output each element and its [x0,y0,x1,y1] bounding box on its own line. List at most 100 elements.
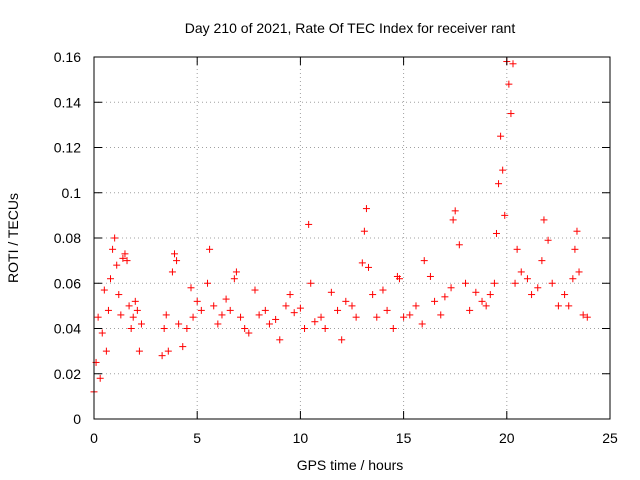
data-point [170,250,178,258]
data-point [418,320,426,328]
data-point [189,313,197,321]
y-tick-label: 0.08 [54,230,81,246]
y-tick-label: 0.04 [54,321,81,337]
data-point [109,245,117,253]
data-point [379,286,387,294]
data-point [230,275,238,283]
data-point [137,320,145,328]
data-point [241,325,249,332]
data-point [511,279,519,287]
data-point [505,80,513,88]
data-point [261,306,269,314]
x-tick-label: 15 [396,430,412,446]
data-point [569,275,577,283]
data-point [338,336,346,344]
data-point [523,275,531,283]
data-point [282,302,290,310]
data-point [222,295,230,303]
data-point [472,288,480,296]
x-tick-label: 10 [293,430,309,446]
data-point [125,302,133,310]
data-point [486,291,494,299]
data-point [121,250,129,258]
data-point [102,347,110,355]
data-point [218,311,226,319]
data-point [204,279,212,287]
data-point [579,311,587,319]
data-point [420,257,428,265]
data-point [334,306,342,314]
data-point [175,320,183,328]
data-point [449,216,457,224]
data-point [265,320,273,328]
data-point [317,313,325,321]
data-point [133,306,141,314]
data-point [290,309,298,317]
y-tick-label: 0 [73,411,81,427]
y-tick-label: 0.12 [54,140,81,156]
data-point [237,313,245,321]
data-point [104,306,112,314]
data-point [534,284,542,292]
data-point [197,306,205,314]
y-tick-label: 0.14 [54,94,81,110]
data-point [255,311,263,319]
data-point [501,211,509,219]
data-point [206,245,214,253]
data-point [307,279,315,287]
data-point [455,241,463,249]
data-point [226,306,234,314]
x-axis-label: GPS time / hours [297,457,404,473]
data-point [437,311,445,319]
y-tick-labels: 0 0.02 0.04 0.06 0.08 0.1 0.12 0.14 0.16 [54,49,81,427]
data-point [251,286,259,294]
x-tick-label: 0 [90,430,98,446]
data-point [573,227,581,235]
data-point [395,275,403,283]
data-point [513,245,521,253]
data-point [497,132,505,140]
data-point [360,227,368,235]
data-point [94,313,102,321]
axis-ticks [93,56,611,420]
data-point [162,311,170,319]
data-point [117,311,125,319]
data-point [305,220,313,228]
data-point [362,205,370,213]
data-point [183,325,191,332]
data-point [127,325,135,332]
x-tick-labels: 0 5 10 15 20 25 [90,430,618,446]
data-point [179,343,187,351]
data-point [548,279,556,287]
data-point [499,166,507,174]
data-point [495,180,503,188]
data-point [412,302,420,310]
data-point [232,268,240,276]
data-point [245,329,253,337]
data-point [540,216,548,224]
data-point [131,297,139,305]
data-point [160,325,168,332]
data-point [296,304,304,312]
x-tick-label: 5 [193,430,201,446]
data-point [492,229,500,237]
data-point [187,284,195,292]
data-point [451,207,459,215]
data-point [352,313,360,321]
data-point [509,60,517,68]
data-point [168,268,176,276]
data-point [544,236,552,244]
data-point [441,293,449,301]
y-tick-label: 0.16 [54,49,81,65]
grid-lines [94,57,610,419]
chart-title: Day 210 of 2021, Rate Of TEC Index for r… [185,20,516,36]
data-point [358,259,366,267]
data-point [571,245,579,253]
y-axis-label: ROTI / TECUs [5,193,21,283]
data-point [369,291,377,299]
x-tick-label: 25 [602,430,618,446]
data-point [119,254,127,262]
data-point [111,234,119,242]
data-point [98,329,106,337]
